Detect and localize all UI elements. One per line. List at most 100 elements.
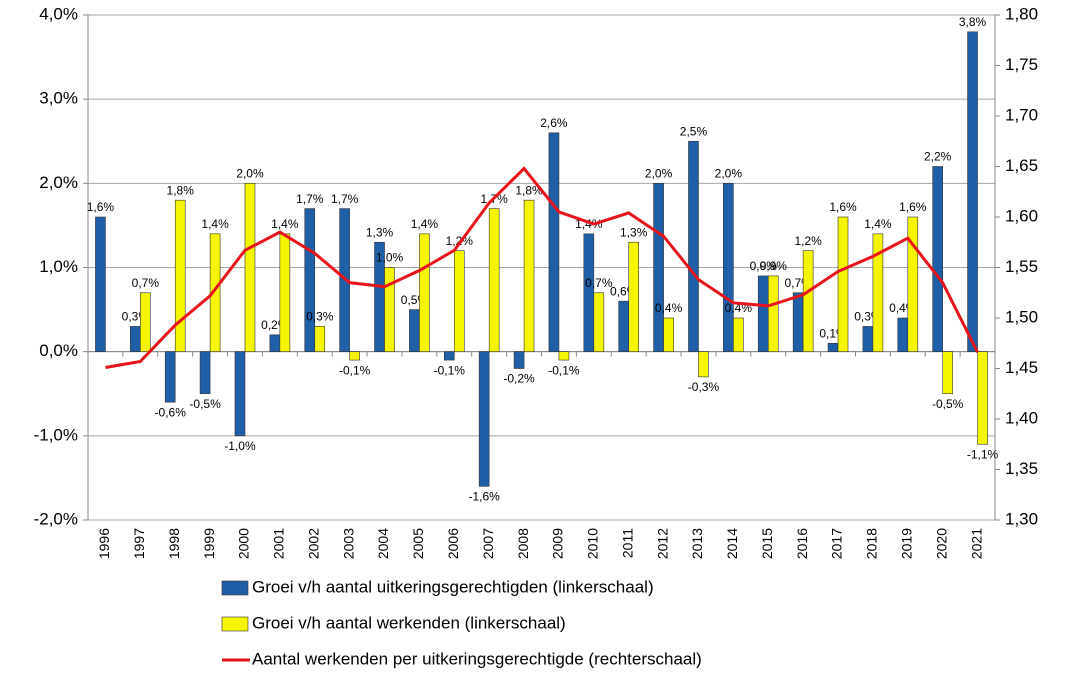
value-label: 1,3% bbox=[620, 225, 648, 239]
y2-tick-label: 1,50 bbox=[1005, 307, 1038, 326]
value-label: 1,7% bbox=[296, 192, 324, 206]
bar bbox=[897, 317, 909, 352]
bar bbox=[419, 233, 430, 352]
bar bbox=[199, 351, 211, 395]
y-tick-label: 3,0% bbox=[39, 89, 78, 108]
bar bbox=[792, 292, 804, 352]
y2-tick-label: 1,55 bbox=[1005, 257, 1038, 276]
legend-label: Groei v/h aantal werkenden (linkerschaal… bbox=[252, 613, 566, 632]
value-label: 2,0% bbox=[236, 167, 264, 181]
y2-tick-label: 1,35 bbox=[1005, 459, 1038, 478]
x-tick-label: 2011 bbox=[619, 528, 635, 558]
bar bbox=[942, 351, 953, 395]
bar bbox=[314, 326, 326, 352]
bar bbox=[523, 199, 535, 352]
legend-swatch bbox=[221, 580, 249, 596]
bar bbox=[269, 334, 281, 352]
bar bbox=[209, 233, 221, 352]
value-label: 1,6% bbox=[899, 200, 927, 214]
value-label: 1,4% bbox=[864, 217, 892, 231]
y-tick-label: -1,0% bbox=[34, 425, 78, 444]
bar bbox=[723, 183, 734, 352]
value-label: -0,1% bbox=[434, 363, 466, 377]
x-tick-label: 2012 bbox=[654, 528, 670, 559]
legend-swatch bbox=[221, 616, 249, 632]
bar bbox=[234, 351, 246, 437]
x-tick-label: 2007 bbox=[480, 528, 496, 559]
bar bbox=[663, 317, 674, 352]
bar bbox=[453, 250, 465, 352]
bar bbox=[907, 216, 919, 352]
bar bbox=[513, 351, 525, 369]
value-label: -0,1% bbox=[339, 363, 371, 377]
bar bbox=[767, 275, 779, 352]
x-tick-label: 2015 bbox=[759, 528, 775, 559]
value-label: 1,7% bbox=[331, 192, 359, 206]
bar bbox=[384, 267, 395, 352]
value-label: 0,3% bbox=[306, 310, 334, 324]
value-label: -0,5% bbox=[932, 397, 964, 411]
bar bbox=[478, 351, 490, 487]
value-label: 1,6% bbox=[87, 200, 115, 214]
x-tick-label: 2008 bbox=[515, 528, 531, 559]
x-tick-label: 2018 bbox=[864, 528, 880, 559]
bar bbox=[583, 233, 595, 352]
bar bbox=[244, 183, 256, 352]
x-tick-label: 1999 bbox=[201, 528, 217, 559]
value-label: -1,0% bbox=[224, 439, 256, 453]
bar bbox=[349, 351, 360, 361]
value-label: 1,0% bbox=[376, 251, 404, 265]
bar bbox=[733, 317, 744, 352]
bar bbox=[279, 233, 291, 352]
y-tick-label: -2,0% bbox=[34, 509, 78, 528]
bar bbox=[95, 216, 106, 352]
x-tick-label: 2019 bbox=[898, 528, 914, 559]
value-label: 2,6% bbox=[540, 116, 568, 130]
x-tick-label: 2016 bbox=[794, 528, 810, 559]
x-tick-label: 2010 bbox=[585, 528, 601, 559]
value-label: -1,6% bbox=[468, 490, 500, 504]
y2-tick-label: 1,30 bbox=[1005, 509, 1038, 528]
bar bbox=[558, 351, 570, 361]
bar bbox=[140, 292, 151, 352]
y-tick-label: 2,0% bbox=[39, 173, 78, 192]
y2-tick-label: 1,75 bbox=[1005, 55, 1038, 74]
value-label: -0,6% bbox=[155, 405, 187, 419]
value-label: -1,1% bbox=[967, 447, 999, 461]
bar bbox=[977, 351, 988, 445]
y-tick-label: 4,0% bbox=[39, 4, 78, 23]
value-label: 0,9% bbox=[760, 259, 788, 273]
bar bbox=[862, 326, 874, 352]
bar bbox=[757, 275, 769, 352]
x-tick-label: 2000 bbox=[236, 528, 252, 559]
x-tick-label: 2003 bbox=[340, 528, 356, 559]
value-label: -0,3% bbox=[688, 380, 720, 394]
value-label: 2,5% bbox=[680, 124, 708, 138]
value-label: 1,6% bbox=[829, 200, 857, 214]
y2-tick-label: 1,60 bbox=[1005, 206, 1038, 225]
x-tick-label: 2013 bbox=[689, 528, 705, 559]
x-tick-label: 1997 bbox=[131, 528, 147, 559]
bar bbox=[827, 342, 839, 352]
x-tick-label: 2021 bbox=[968, 528, 984, 559]
x-tick-label: 2020 bbox=[933, 528, 949, 559]
value-label: 1,8% bbox=[515, 183, 543, 197]
y-tick-label: 0,0% bbox=[39, 341, 78, 360]
y2-tick-label: 1,40 bbox=[1005, 408, 1038, 427]
y2-tick-label: 1,80 bbox=[1005, 4, 1038, 23]
bar bbox=[548, 132, 560, 352]
x-tick-label: 2017 bbox=[829, 528, 845, 559]
x-tick-label: 2005 bbox=[410, 528, 426, 559]
value-label: -0,2% bbox=[503, 372, 535, 386]
bar bbox=[488, 208, 500, 352]
bar bbox=[409, 309, 420, 352]
legend-label: Aantal werkenden per uitkeringsgerechtig… bbox=[252, 649, 702, 668]
x-tick-label: 1996 bbox=[96, 528, 112, 559]
bar bbox=[698, 351, 709, 378]
x-tick-label: 1998 bbox=[166, 528, 182, 559]
bar bbox=[967, 31, 978, 352]
value-label: 2,0% bbox=[645, 167, 673, 181]
y-tick-label: 1,0% bbox=[39, 257, 78, 276]
value-label: 3,8% bbox=[959, 15, 987, 29]
